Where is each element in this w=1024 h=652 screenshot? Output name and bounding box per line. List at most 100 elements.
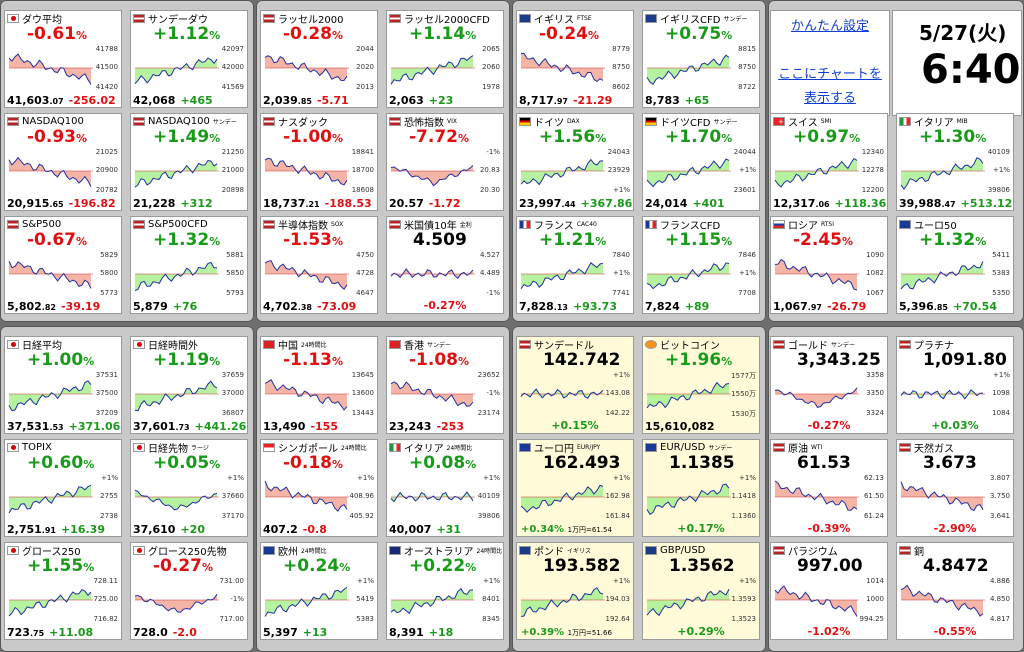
tile-name: ナスダック [278, 118, 328, 129]
y-label-mid: 40109 [477, 492, 500, 500]
tile-header: プラチナ [899, 338, 957, 352]
tile-europe[interactable]: 欧州 24時間比 +0.24% +1% 5419 5383 5,397 +13 [260, 542, 378, 640]
tile-change: +18 [428, 626, 454, 639]
tile-price-decimal: .21 [305, 200, 320, 209]
tile-name: スイス [788, 118, 818, 129]
tile-russell2000cfd[interactable]: ラッセル2000CFD +1.14% 2065 2060 1978 2,063 +23 [386, 10, 504, 108]
sparkline-line [520, 52, 604, 83]
tile-subname: サンデー [212, 119, 237, 126]
y-label-low: 2013 [356, 83, 374, 91]
tile-header: 恐怖指数 VIX [389, 115, 457, 129]
tile-euro-yen[interactable]: ユーロ円 EUR/JPY 162.493 +1% 162.98 161.84 +0.34% … [516, 439, 634, 537]
tile-germany-dax[interactable]: ドイツ DAX +1.56% 24043 23929 +1% 23,997.44 +367.8… [516, 113, 634, 211]
tile-dow-sunday[interactable]: サンデーダウ +1.12% 42097 42000 41569 42,068 +465 [130, 10, 248, 108]
y-label-high: 24043 [607, 148, 630, 156]
tile-uk-ftse[interactable]: イギリス FTSE -0.24% 8779 8750 8602 8,717.97 -21.29 [516, 10, 634, 108]
tile-change: +65 [684, 94, 710, 107]
sparkline-line [774, 258, 858, 291]
tile-sox[interactable]: 半導体指数 SOX -1.53% 4750 4728 4647 4,702.38 -73.09 [260, 216, 378, 314]
tile-nikkei-avg[interactable]: ダウ平均 -0.61% 41788 41500 41420 41,603.07 -256.0… [4, 10, 122, 108]
tile-price: 41,603 [7, 94, 50, 107]
tile-singapore[interactable]: シンガポール 24時間比 -0.18% +1% 408.96 405.92 407.2 -0.… [260, 439, 378, 537]
sparkline-fill [9, 485, 91, 513]
tile-gold[interactable]: ゴールド サンデー 3,343.25 3358 3350 3324 -0.27% [770, 336, 888, 434]
tile-percent: -1.53% [283, 230, 344, 250]
tile-price: 8,717 [519, 94, 554, 107]
y-label-high: 21250 [221, 148, 244, 156]
y-label-mid: 1550万 [731, 390, 756, 398]
sparkline-fill [265, 587, 347, 617]
sparkline-fill [775, 387, 857, 408]
tile-italy-mib[interactable]: イタリア MIB +1.30% 40109 +1% 39806 39,988.47 +513.… [896, 113, 1014, 211]
sparkline-fill [9, 157, 91, 187]
tile-france-cac[interactable]: フランス CAC40 +1.21% 7840 +1% 7741 7,828.13 +93.73 [516, 216, 634, 314]
tile-header: ダウ平均 [7, 12, 65, 26]
tile-header: 中国 24時間比 [263, 338, 327, 352]
tile-russia[interactable]: ロシア RTSI -2.45% 1090 1082 1067 1,067.97 -26.79 [770, 216, 888, 314]
tile-growth250-fut[interactable]: グロース250先物 -0.27% 731.00 -1% 717.00 728.0 -2.0 [130, 542, 248, 640]
show-chart-link-line1[interactable]: ここにチャートを [778, 67, 882, 82]
sparkline-fill [775, 259, 857, 290]
tile-palladium[interactable]: パラジウム 997.00 1014 1000 994.25 -1.02% [770, 542, 888, 640]
tile-us10y[interactable]: 米国債10年 金利 4.509 4.527 4.489 -1% -0.27% [386, 216, 504, 314]
tile-name: 中国 [278, 341, 298, 352]
tile-platinum[interactable]: プラチナ 1,091.80 +1% 1098 1084 +0.03% [896, 336, 1014, 434]
tile-gbpusd[interactable]: GBP/USD 1.3562 +1% 1.3593 1.3523 +0.29% [642, 542, 760, 640]
y-label-mid: 13600 [351, 389, 374, 397]
y-label-mid: 162.98 [605, 492, 631, 500]
tile-bitcoin[interactable]: ビットコイン +1.96% 1577万 1550万 1530万 15,610,082 [642, 336, 760, 434]
tile-sp500cfd[interactable]: S&P500CFD +1.32% 5881 5850 5793 5,879 +76 [130, 216, 248, 314]
easy-settings-link[interactable]: かんたん設定 [790, 19, 869, 34]
tile-nasdaq100-sun[interactable]: NASDAQ100 サンデー +1.49% 21250 21000 20898 21,228… [130, 113, 248, 211]
y-label-mid: 5419 [356, 595, 374, 603]
tile-nikkei-fut[interactable]: 日経先物 ラージ +0.05% +1% 37660 37170 37,610 +20 [130, 439, 248, 537]
tile-switzerland[interactable]: + スイス SMI +0.97% 12340 12278 12200 12,317.06 +11… [770, 113, 888, 211]
sparkline-chart [646, 588, 731, 617]
tile-sunday-dollar[interactable]: サンデードル 142.742 +1% 143.08 142.22 +0.15% [516, 336, 634, 434]
tile-change: +11.08 [49, 626, 94, 639]
tile-percent: +0.05% [153, 453, 221, 473]
tile-russell2000[interactable]: ラッセル2000 -0.28% 2044 2020 2013 2,039.85 -5.71 [260, 10, 378, 108]
tile-name: プラチナ [914, 341, 954, 352]
tile-nasdaq[interactable]: ナスダック -1.00% 18841 18700 18608 18,737.21 -188.… [260, 113, 378, 211]
tile-germany-cfd[interactable]: ドイツCFD サンデー +1.70% 24044 +1% 23601 24,014 +401 [642, 113, 760, 211]
tile-percent: -0.93% [27, 127, 88, 147]
sparkline-fill [647, 484, 729, 515]
y-label-high: 5881 [226, 251, 244, 259]
tile-nasdaq100[interactable]: NASDAQ100 -0.93% 21025 20900 20782 20,915.65-… [4, 113, 122, 211]
tile-euro50[interactable]: ユーロ50 +1.32% 5411 5383 5350 5,396.85 +70.54 [896, 216, 1014, 314]
tile-crude[interactable]: 原油 WTI 61.53 62.13 61.50 61.24 -0.39% [770, 439, 888, 537]
tile-italy-24[interactable]: イタリア 24時間比 +0.08% +1% 40109 39806 40,007 +31 [386, 439, 504, 537]
tile-natgas[interactable]: 天然ガス 3.673 3.807 3.750 3.641 -2.90% [896, 439, 1014, 537]
tile-nikkei225[interactable]: 日経平均 +1.00% 37531 37500 37209 37,531.53 +371.0… [4, 336, 122, 434]
show-chart-link-line2[interactable]: 表示する [803, 91, 856, 106]
sparkline-fill [135, 58, 217, 84]
y-label-high: +1% [739, 474, 756, 482]
tile-pound[interactable]: ポンド イギリス 193.582 +1% 194.03 192.64 +0.39% 1万円=… [516, 542, 634, 640]
flag-icon: + [773, 117, 785, 126]
y-label-high: +1% [357, 577, 374, 585]
tile-price-decimal: .13 [553, 303, 568, 312]
sparkline-chart [390, 55, 475, 85]
tile-copper[interactable]: 銅 4.8472 4.886 4.850 4.817 -0.55% [896, 542, 1014, 640]
tile-australia[interactable]: オーストラリア 24時間比 +0.22% +1% 8401 8345 8,391 +18 [386, 542, 504, 640]
y-label-high: 3.807 [989, 474, 1010, 482]
y-label-mid: 42000 [221, 63, 244, 71]
tile-nikkei-night[interactable]: 日経時間外 +1.19% 37659 37000 36807 37,601.73 +441.… [130, 336, 248, 434]
tile-subname: CAC40 [576, 221, 597, 228]
flag-icon [645, 443, 657, 452]
tile-percent: +1.30% [919, 127, 987, 147]
tile-vix[interactable]: 恐怖指数 VIX -7.72% -1% 20.83 20.30 20.57 -1.72 [386, 113, 504, 211]
y-label-low: +1% [613, 186, 630, 194]
tile-sp500[interactable]: S&P500 -0.67% 5829 5800 5773 5,802.82 -39.19 [4, 216, 122, 314]
tile-growth250[interactable]: グロース250 +1.55% 728.11 725.00 716.82 723.75 +11… [4, 542, 122, 640]
tile-eurusd[interactable]: EUR/USD サンデー 1.1385 +1% 1.1418 1.1360 +0.17% [642, 439, 760, 537]
y-label-mid: 3.750 [989, 492, 1010, 500]
tile-uk-cfd[interactable]: イギリスCFD サンデー +0.75% 8815 8750 8722 8,783 +65 [642, 10, 760, 108]
tile-hongkong[interactable]: 香港 サンデー -1.08% 23652 -1% 23174 23,243 -253 [386, 336, 504, 434]
tile-france-cfd[interactable]: フランスCFD +1.15% 7846 +1% 7708 7,824 +89 [642, 216, 760, 314]
tile-china[interactable]: 中国 24時間比 -1.13% 13645 13600 13443 13,490 -155 [260, 336, 378, 434]
tile-percent: +0.08% [409, 453, 477, 473]
tile-topix[interactable]: TOPIX +0.60% +1% 2755 2738 2,751.91 +16.39 [4, 439, 122, 537]
tile-price-decimal: .73 [175, 423, 190, 432]
